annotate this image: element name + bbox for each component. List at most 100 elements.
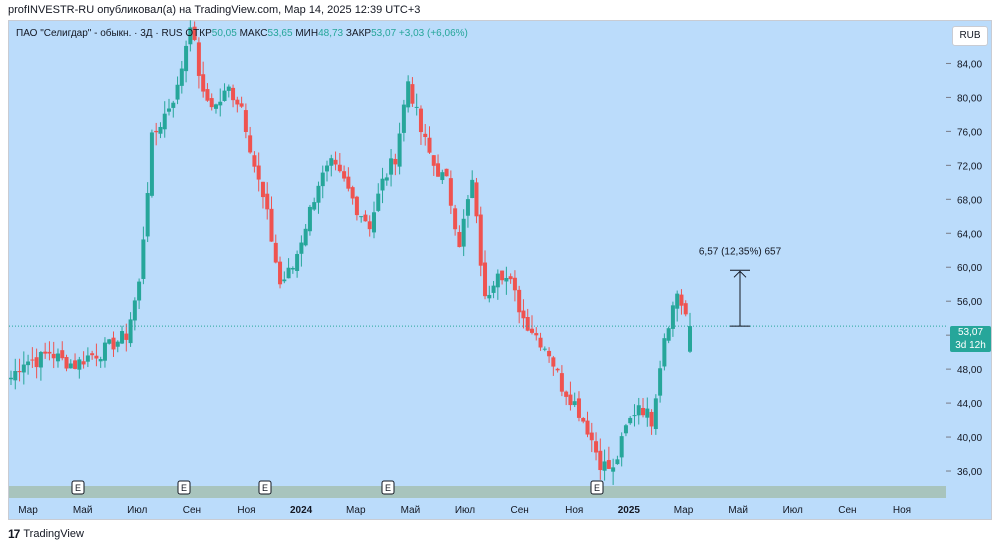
candle (175, 76, 180, 105)
candle-body (188, 27, 193, 45)
candle-body (154, 130, 159, 133)
candle (474, 177, 479, 224)
candle-body (205, 89, 210, 101)
candle (98, 356, 103, 368)
candle-body (90, 353, 95, 356)
candle (457, 225, 462, 248)
candle-body (346, 176, 351, 189)
candle-body (325, 165, 330, 172)
candle (384, 173, 389, 186)
candle-body (389, 158, 394, 175)
candle-body (120, 331, 125, 344)
candle-body (235, 99, 240, 105)
tradingview-logo[interactable]: 17 TradingView (8, 527, 84, 541)
candle-body (354, 196, 359, 216)
candle (124, 323, 129, 352)
candle (231, 84, 236, 108)
candle (235, 96, 240, 113)
candle (662, 333, 667, 371)
earnings-marker[interactable]: E (177, 480, 191, 495)
x-tick-label: Июл (127, 505, 147, 516)
earnings-marker-label: E (262, 483, 268, 493)
candle-body (55, 353, 60, 362)
close-label: ЗАКР (345, 28, 372, 39)
x-tick-label: Май (73, 505, 93, 516)
candle (303, 224, 308, 247)
bar-countdown: 3d 12h (955, 340, 986, 351)
candle-body (414, 106, 419, 108)
candle (406, 75, 411, 113)
candle-body (602, 461, 607, 471)
candle (350, 185, 355, 205)
candle (115, 340, 120, 353)
candle (316, 181, 321, 214)
measure-tool[interactable]: 6,57 (12,35%) 657 (699, 246, 782, 327)
x-tick-label: Ноя (565, 505, 583, 516)
candle-body (252, 155, 257, 167)
candle-body (376, 193, 381, 211)
candle (278, 256, 283, 289)
candle-body (512, 277, 517, 291)
y-tick-label: 64,00 (957, 229, 982, 240)
brand-name: TradingView (23, 528, 84, 540)
candle (77, 356, 82, 379)
candle (483, 250, 488, 300)
candle-body (427, 137, 432, 153)
candle (38, 350, 43, 381)
earnings-marker[interactable]: E (381, 480, 395, 495)
candle (619, 432, 624, 467)
candle (179, 60, 184, 94)
earnings-marker[interactable]: E (258, 480, 272, 495)
candle (397, 122, 402, 175)
candle (201, 61, 206, 98)
currency-button[interactable]: RUB (952, 26, 988, 46)
candle (81, 351, 86, 369)
candle (107, 338, 112, 345)
candle-body (683, 303, 688, 315)
earnings-marker[interactable]: E (590, 480, 604, 495)
candle-body (576, 398, 581, 418)
earnings-marker[interactable]: E (71, 480, 85, 495)
candle (90, 350, 95, 360)
candle (393, 153, 398, 176)
candle (295, 250, 300, 278)
candle (529, 315, 534, 335)
candle-body (538, 337, 543, 348)
candle-body (619, 436, 624, 458)
candle-body (209, 98, 214, 108)
candle-body (260, 181, 265, 198)
candle-body (312, 202, 317, 210)
candle (470, 170, 475, 199)
candle-body (380, 178, 385, 191)
candle-body (21, 364, 26, 373)
candle-body (359, 216, 364, 218)
candle (389, 148, 394, 187)
candle-body (491, 285, 496, 293)
candle (145, 182, 150, 243)
candle-body (367, 221, 372, 230)
x-tick-label: 2025 (618, 505, 641, 516)
candle-body (98, 359, 103, 362)
candle (149, 129, 154, 198)
price-axis: 36,0040,0044,0048,0052,0056,0060,0064,00… (946, 59, 982, 478)
candle (418, 105, 423, 145)
candle (572, 392, 577, 408)
candle (209, 93, 214, 111)
candle (47, 341, 52, 361)
candle-body (34, 357, 39, 368)
x-tick-label: 2024 (290, 505, 313, 516)
candle (120, 325, 125, 344)
candle (137, 278, 142, 310)
candle (453, 204, 458, 236)
candle-body (517, 289, 522, 313)
candle-body (256, 165, 261, 180)
candle-body (401, 104, 406, 133)
candle (628, 416, 633, 425)
candle (184, 40, 189, 83)
candle-body (269, 208, 274, 242)
candle (440, 169, 445, 185)
candle (252, 151, 257, 173)
candle-body (418, 108, 423, 133)
candle-body (243, 110, 248, 132)
